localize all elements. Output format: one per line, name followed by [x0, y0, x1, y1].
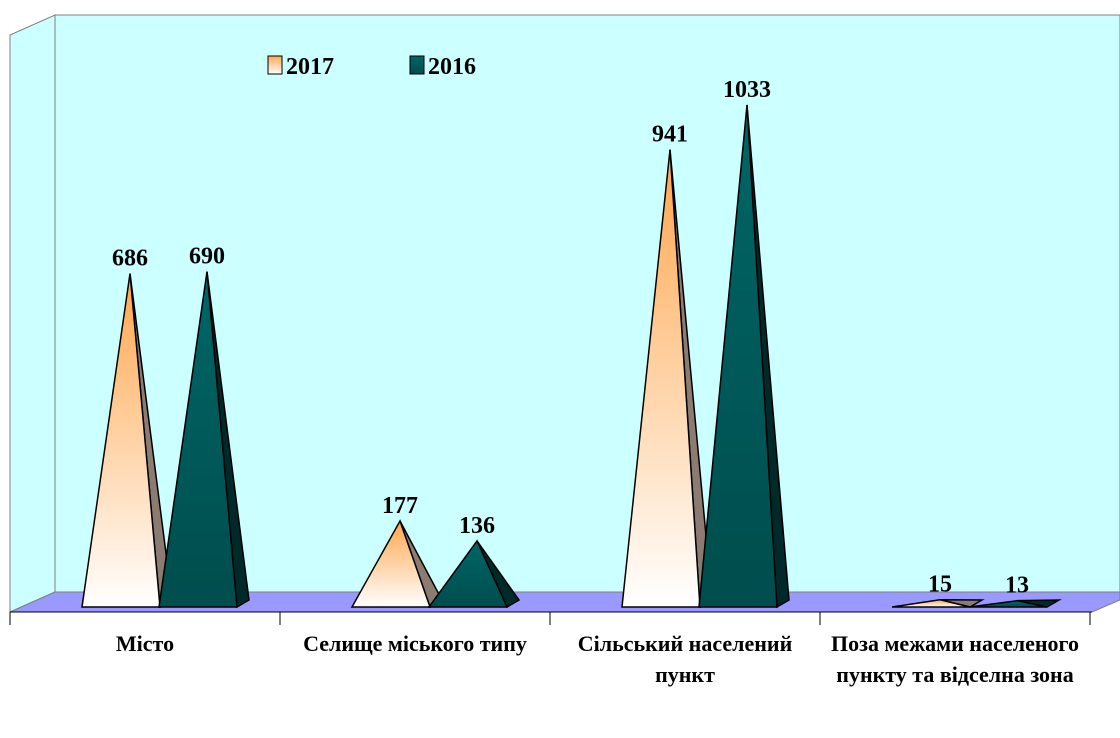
value-label: 177 — [382, 493, 418, 519]
x-tick-label: Селище міського типу — [303, 631, 527, 656]
value-label: 13 — [1005, 573, 1029, 599]
legend-label: 2017 — [286, 54, 334, 80]
legend-swatch — [267, 55, 283, 75]
x-tick-label: Поза межами населеного пункту та відселн… — [830, 631, 1079, 687]
pyramid — [158, 271, 238, 608]
value-label: 686 — [112, 246, 148, 272]
pyramid — [621, 149, 701, 608]
pyramid — [891, 598, 971, 608]
value-label: 941 — [652, 122, 688, 148]
value-label: 136 — [459, 513, 495, 539]
value-label: 15 — [928, 572, 952, 598]
side-wall — [9, 14, 56, 613]
x-tick-label: Місто — [115, 631, 175, 656]
pyramid — [698, 104, 778, 608]
value-label: 690 — [189, 244, 225, 270]
x-tick-label: Сільський населений пункт — [577, 631, 793, 687]
pyramid — [427, 539, 509, 608]
pyramid — [968, 599, 1048, 608]
legend-label: 2016 — [428, 54, 476, 80]
legend-swatch — [409, 55, 425, 75]
pyramid — [350, 519, 432, 608]
value-label: 1033 — [723, 77, 771, 103]
pyramid — [81, 273, 161, 608]
